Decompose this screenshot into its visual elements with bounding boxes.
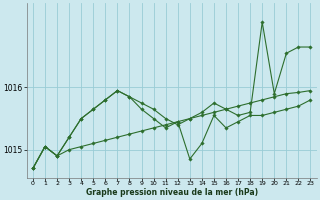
X-axis label: Graphe pression niveau de la mer (hPa): Graphe pression niveau de la mer (hPa) xyxy=(86,188,258,197)
